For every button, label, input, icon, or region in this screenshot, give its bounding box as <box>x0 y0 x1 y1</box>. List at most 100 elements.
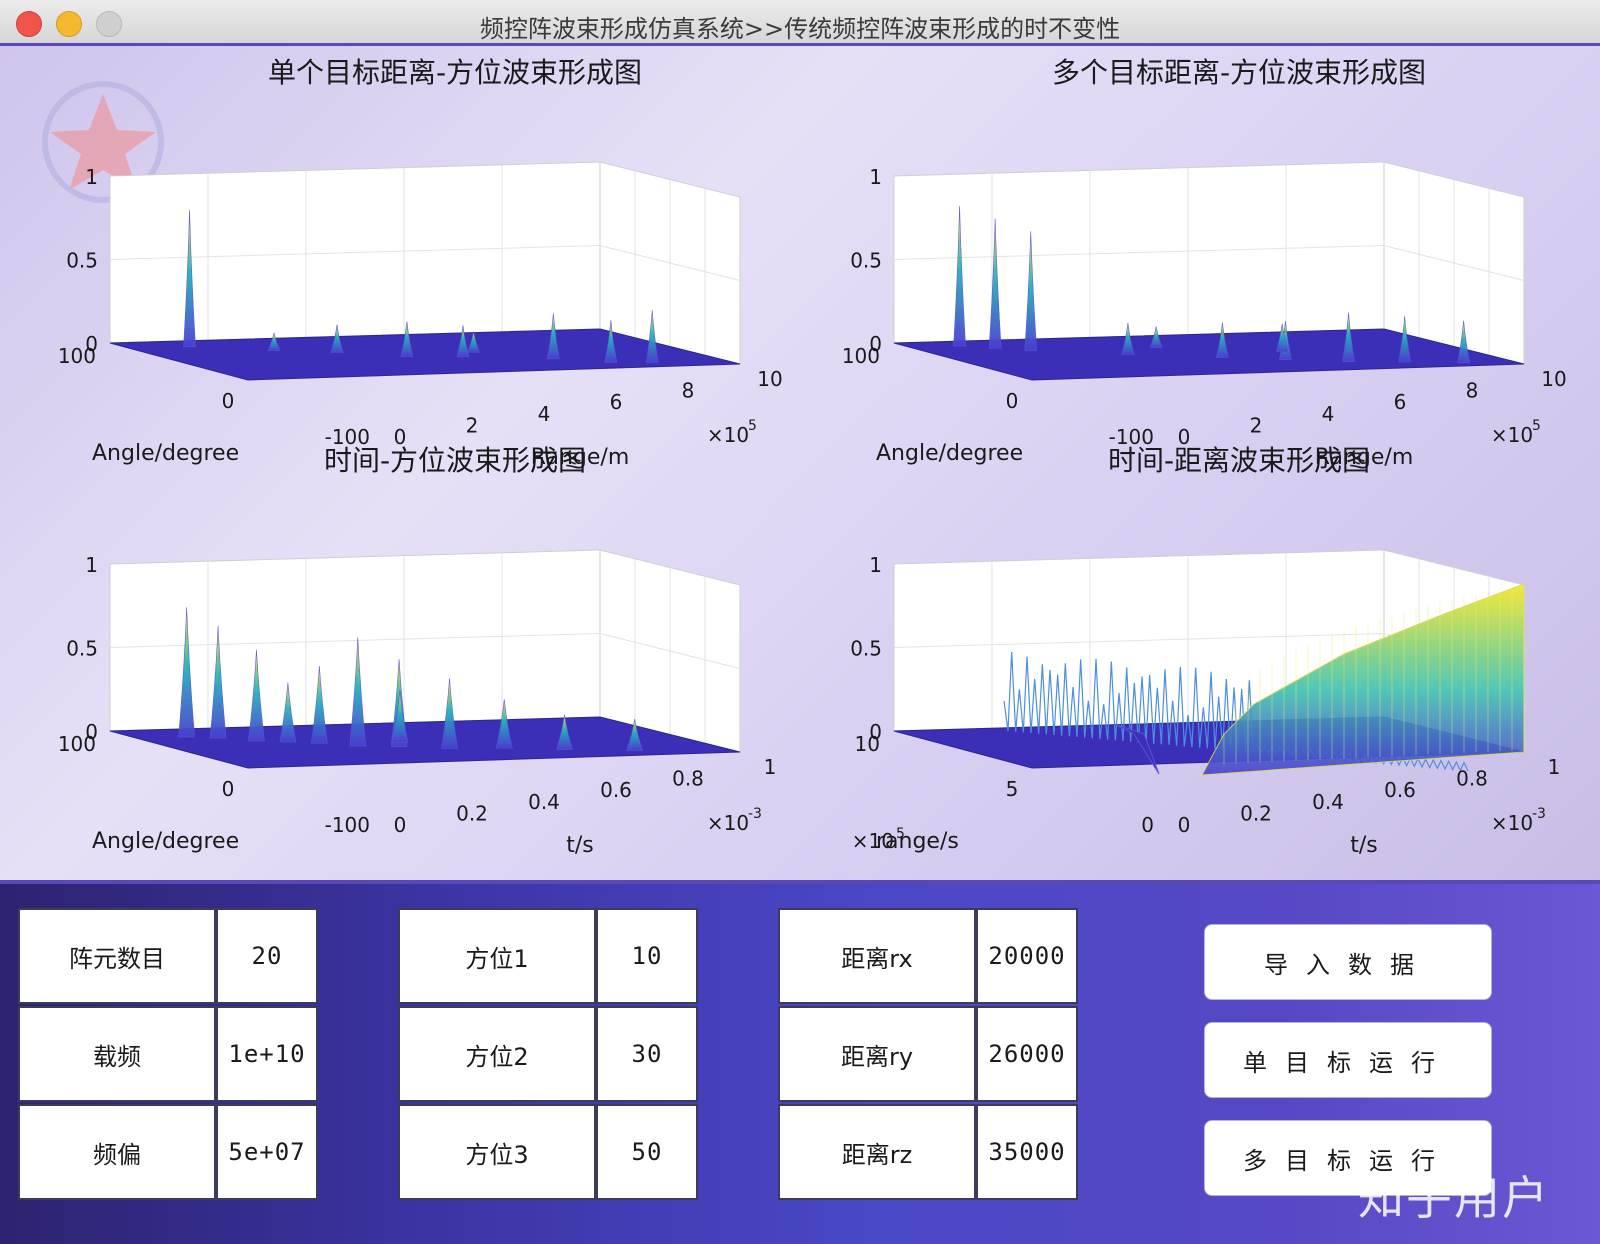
surface-peak <box>645 310 659 364</box>
surface-peak <box>1121 322 1135 355</box>
plot-title: 单个目标距离-方位波束形成图 <box>268 56 642 89</box>
z-tick-label: 1 <box>869 165 882 189</box>
bottom-axis-tick-label: 4 <box>538 402 551 426</box>
carrier-input[interactable]: 1e+10 <box>216 1006 318 1102</box>
bottom-axis-tick-label: 0.4 <box>1312 790 1344 814</box>
array-count-label: 阵元数目 <box>18 908 216 1004</box>
azimuth3-label: 方位3 <box>398 1104 596 1200</box>
surface-peak <box>248 649 265 742</box>
bottom-axis-tick-label: 8 <box>1466 379 1479 403</box>
left-axis-tick-label: 10 <box>855 732 880 756</box>
bottom-axis-tick-label: 0 <box>394 425 407 449</box>
surface-peak <box>178 607 195 738</box>
z-tick-label: 0 <box>869 720 882 744</box>
bottom-axis-exponent: ×10 <box>1491 423 1533 447</box>
plot-title: 时间-距离波束形成图 <box>1108 444 1370 477</box>
surface-peak <box>1398 316 1412 363</box>
minimize-window-button[interactable] <box>56 11 82 37</box>
surface-floor <box>109 716 741 769</box>
bottom-axis-label: Range/m <box>531 445 630 470</box>
left-axis-label: range/s <box>876 829 959 854</box>
range-rz-input[interactable]: 35000 <box>976 1104 1078 1200</box>
surface-peak <box>330 324 344 353</box>
surface-peak <box>391 690 409 744</box>
range-rx-input[interactable]: 20000 <box>976 908 1078 1004</box>
bottom-axis-tick-label: 1 <box>1548 755 1561 779</box>
z-tick-label: 0.5 <box>850 249 882 273</box>
bottom-axis-exponent-power: 5 <box>748 418 757 434</box>
surface-peak <box>279 682 297 743</box>
left-axis-tick-label: 100 <box>58 732 96 756</box>
bottom-axis-exponent: ×10 <box>707 811 749 835</box>
surface-peak <box>1149 326 1163 348</box>
bottom-axis-tick-label: 1 <box>764 755 777 779</box>
bottom-axis-tick-label: 2 <box>1250 413 1263 437</box>
plot-area: 单个目标距离-方位波束形成图 1 0.5 0 100 0 -100 Angle/degree 0… <box>0 46 1600 882</box>
background-emblem-icon <box>42 81 164 203</box>
bottom-axis-tick-label: 4 <box>1322 402 1335 426</box>
surface-peak <box>311 666 328 744</box>
close-window-button[interactable] <box>16 11 42 37</box>
bottom-axis-tick-label: 0.8 <box>1456 767 1488 791</box>
bottom-axis-tick-label: 10 <box>1541 367 1566 391</box>
left-axis-exponent: ×10 <box>852 829 894 853</box>
surface-peak <box>547 313 560 360</box>
bottom-axis-tick-label: 10 <box>757 367 782 391</box>
left-axis-tick-label: 100 <box>58 344 96 368</box>
left-axis-tick-label: -100 <box>325 813 370 837</box>
bottom-axis-exponent: ×10 <box>1491 811 1533 835</box>
left-axis-exponent-power: 5 <box>896 826 905 842</box>
range-ry-input[interactable]: 26000 <box>976 1006 1078 1102</box>
window-titlebar: 频控阵波束形成仿真系统>>传统频控阵波束形成的时不变性 <box>0 0 1600 46</box>
bottom-axis-exponent: ×10 <box>707 423 749 447</box>
single-target-run-button[interactable]: 单目标运行 <box>1204 1022 1492 1098</box>
bottom-axis-tick-label: 0.4 <box>528 790 560 814</box>
surface-floor <box>109 328 741 381</box>
azimuth1-input[interactable]: 10 <box>596 908 698 1004</box>
surface-peak <box>1113 723 1160 775</box>
azimuth2-label: 方位2 <box>398 1006 596 1102</box>
control-panel: 阵元数目 20 载频 1e+10 频偏 5e+07 方位1 10 方位2 30 … <box>0 884 1600 1244</box>
left-axis-tick-label: 0 <box>222 389 235 413</box>
left-axis-tick-label: -100 <box>1109 425 1154 449</box>
surface-peak <box>1457 320 1470 364</box>
bottom-axis-tick-label: 0.6 <box>600 778 632 802</box>
surface-peak <box>556 714 573 750</box>
bottom-axis-tick-label: 8 <box>682 379 695 403</box>
bottom-axis-tick-label: 0.2 <box>1240 801 1272 825</box>
array-count-input[interactable]: 20 <box>216 908 318 1004</box>
surface-peak <box>456 325 470 358</box>
freq-offset-input[interactable]: 5e+07 <box>216 1104 318 1200</box>
z-tick-label: 0.5 <box>850 637 882 661</box>
bottom-axis-tick-label: 6 <box>610 390 623 414</box>
surface-peak <box>467 331 481 353</box>
azimuth3-input[interactable]: 50 <box>596 1104 698 1200</box>
surface-peak <box>604 320 618 363</box>
z-tick-label: 0 <box>85 720 98 744</box>
z-tick-label: 1 <box>85 165 98 189</box>
plot-panel: 单个目标距离-方位波束形成图10.501000-100Angle/degree0… <box>58 56 783 470</box>
bottom-axis-tick-label: 0 <box>1178 425 1191 449</box>
plot-panel: 多个目标距离-方位波束形成图10.501000-100Angle/degree0… <box>842 56 1567 470</box>
surface-peak <box>209 625 227 739</box>
surface-peak <box>495 699 513 749</box>
bottom-axis-tick-label: 2 <box>466 413 479 437</box>
surface-peak <box>349 637 367 747</box>
left-axis-label: Angle/degree <box>876 441 1023 466</box>
zoom-window-button[interactable] <box>96 11 122 37</box>
multi-target-run-button[interactable]: 多目标运行 <box>1204 1120 1492 1196</box>
left-axis-label: Angle/degree <box>92 441 239 466</box>
range-rx-label: 距离rx <box>778 908 976 1004</box>
bottom-axis-exponent-power: -3 <box>748 806 762 822</box>
left-axis-tick-label: -100 <box>325 425 370 449</box>
bottom-axis-label: t/s <box>1350 833 1378 858</box>
z-tick-label: 0 <box>869 332 882 356</box>
left-axis-tick-label: 5 <box>1006 777 1019 801</box>
bottom-axis-label: Range/m <box>1315 445 1414 470</box>
import-data-button[interactable]: 导入数据 <box>1204 924 1492 1000</box>
azimuth2-input[interactable]: 30 <box>596 1006 698 1102</box>
window-title: 频控阵波束形成仿真系统>>传统频控阵波束形成的时不变性 <box>479 15 1121 43</box>
range-ry-label: 距离ry <box>778 1006 976 1102</box>
left-axis-tick-label: 100 <box>842 344 880 368</box>
